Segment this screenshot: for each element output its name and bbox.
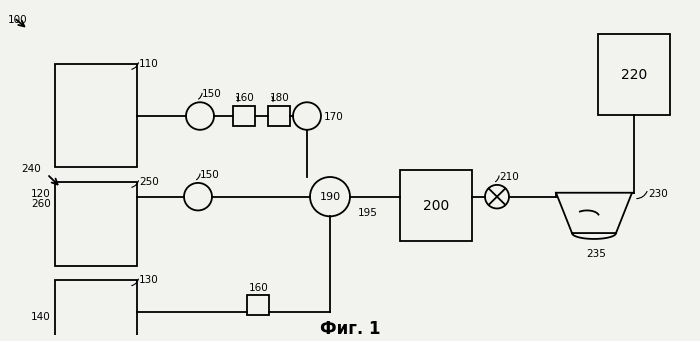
Text: 100: 100 (8, 15, 27, 25)
Text: 250: 250 (139, 177, 159, 187)
Text: 130: 130 (139, 275, 159, 285)
Bar (268, 106, 290, 126)
Text: 160: 160 (235, 93, 255, 103)
Text: 190: 190 (319, 192, 341, 202)
Text: 195: 195 (358, 208, 378, 219)
Text: 200: 200 (423, 198, 449, 212)
Text: 140: 140 (32, 312, 51, 322)
Bar (247, 295, 269, 315)
Bar (598, 34, 670, 115)
Text: Фиг. 1: Фиг. 1 (320, 320, 380, 338)
Bar (400, 170, 472, 241)
Bar (55, 64, 137, 167)
Text: 160: 160 (249, 283, 269, 293)
Bar (55, 182, 137, 266)
Text: 235: 235 (586, 249, 606, 259)
Text: 120: 120 (32, 189, 51, 199)
Text: 150: 150 (202, 89, 222, 100)
Text: 220: 220 (621, 68, 647, 82)
Bar (55, 280, 137, 341)
Text: 210: 210 (499, 172, 519, 182)
Text: 170: 170 (324, 112, 344, 122)
Bar (233, 106, 255, 126)
Text: 240: 240 (21, 164, 41, 174)
Text: 230: 230 (648, 189, 668, 199)
Text: 260: 260 (32, 199, 51, 209)
Text: 180: 180 (270, 93, 290, 103)
Text: 110: 110 (139, 59, 159, 69)
Text: 150: 150 (200, 170, 220, 180)
